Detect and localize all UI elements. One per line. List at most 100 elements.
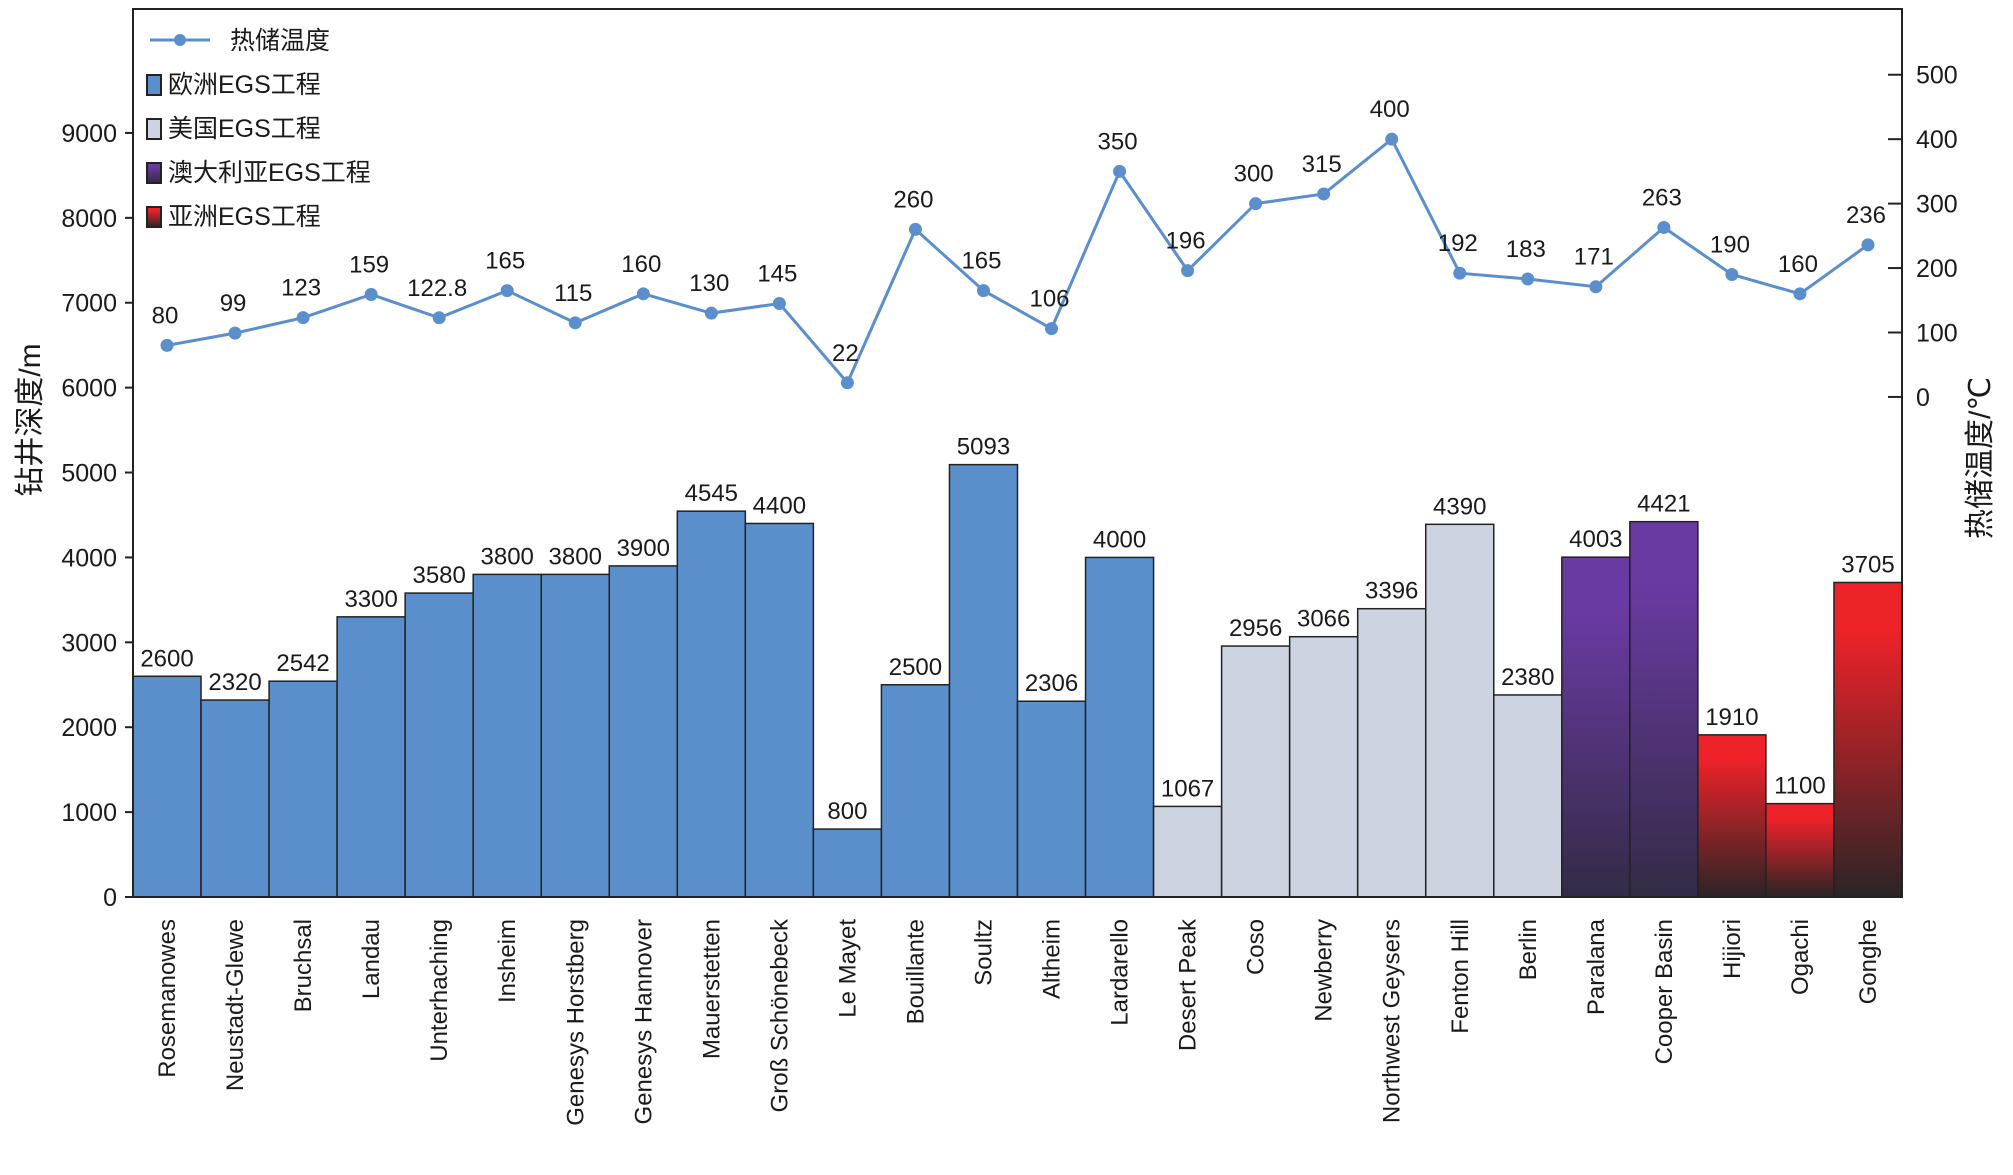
bar-value-label: 2380 xyxy=(1501,664,1554,691)
bar-rosemanowes xyxy=(132,675,202,898)
bar-le-mayet xyxy=(812,828,883,898)
x-tick-label: Mauerstetten xyxy=(698,919,725,1059)
bar-value-label: 2542 xyxy=(276,650,329,677)
temperature-point xyxy=(1793,287,1807,301)
bar-value-label: 2320 xyxy=(208,669,261,696)
temperature-point xyxy=(296,311,310,325)
temperature-point xyxy=(1317,187,1331,201)
temperature-value-label: 183 xyxy=(1506,236,1546,263)
temperature-point xyxy=(1385,132,1399,146)
bar-fenton-hill xyxy=(1424,523,1495,898)
bar-neustadt-glewe xyxy=(200,699,270,898)
temperature-point xyxy=(1453,266,1467,280)
y2-tick-label: 200 xyxy=(1916,255,1958,283)
temperature-value-label: 236 xyxy=(1846,202,1886,229)
y-axis-label: 钻井深度/m xyxy=(14,343,47,496)
temperature-point xyxy=(160,338,174,352)
bar-insheim xyxy=(472,573,542,898)
y2-tick-label: 100 xyxy=(1916,319,1958,347)
y-tick-label: 5000 xyxy=(61,460,117,488)
bar-value-label: 4400 xyxy=(753,492,806,519)
temperature-value-label: 99 xyxy=(220,290,247,317)
legend-swatch-australia xyxy=(146,162,162,184)
temperature-point xyxy=(1725,267,1739,281)
bar-value-label: 3396 xyxy=(1365,578,1418,605)
bar-value-label: 2956 xyxy=(1229,615,1282,642)
bar-coso xyxy=(1220,645,1291,898)
temperature-value-label: 400 xyxy=(1370,96,1410,123)
temperature-value-label: 160 xyxy=(1778,251,1818,278)
bar-value-label: 800 xyxy=(827,798,867,825)
temperature-value-label: 300 xyxy=(1234,161,1274,188)
temperature-point xyxy=(364,287,378,301)
temperature-point xyxy=(432,311,446,325)
x-tick-label: Altheim xyxy=(1039,919,1066,999)
y2-tick-label: 500 xyxy=(1916,62,1958,90)
bar-soultz xyxy=(948,463,1019,898)
bar-value-label: 4000 xyxy=(1093,526,1146,553)
x-tick-label: Newberry xyxy=(1311,919,1338,1022)
x-tick-label: Cooper Basin xyxy=(1651,919,1678,1064)
temperature-point xyxy=(908,222,922,236)
bar-gonghe xyxy=(1833,581,1903,898)
bar-paralana xyxy=(1561,556,1631,898)
bar-hijiori xyxy=(1697,734,1767,898)
temperature-polyline xyxy=(166,136,1869,386)
bar-berlin xyxy=(1493,694,1563,898)
bar-desert-peak xyxy=(1152,805,1223,898)
temperature-value-label: 171 xyxy=(1574,244,1614,271)
y2-tick-label: 0 xyxy=(1916,384,1930,412)
x-tick-label: Soultz xyxy=(970,919,997,986)
temperature-point xyxy=(976,284,990,298)
bars: 2600 2320 2542 3300 3580 3800 3800 3900 4545 4400… xyxy=(132,434,1903,898)
temperature-point xyxy=(1113,164,1127,178)
x-tick-label: Le Mayet xyxy=(834,919,861,1018)
plot-frame xyxy=(132,8,1903,898)
bar-value-label: 2500 xyxy=(889,654,942,681)
bar-value-label: 1910 xyxy=(1705,704,1758,731)
x-tick-label: Hijiori xyxy=(1719,919,1746,979)
temperature-value-label: 260 xyxy=(893,186,933,213)
temperature-line: 80 99 123 159 122.8 165 115 160 130 145 22 260 165 10… xyxy=(152,96,1886,390)
x-tick-label: Desert Peak xyxy=(1175,918,1202,1051)
axes: Rosemanowes Neustadt-Glewe Bruchsal Landau U… xyxy=(61,62,1957,1126)
legend-label: 热储温度 xyxy=(230,27,330,55)
x-tick-label: Genesys Horstberg xyxy=(562,919,589,1126)
temperature-value-label: 315 xyxy=(1302,151,1342,178)
y2-tick-label: 400 xyxy=(1916,126,1958,154)
temperature-point xyxy=(840,376,854,390)
temperature-point xyxy=(1045,322,1059,336)
x-tick-label: Bruchsal xyxy=(290,919,317,1012)
temperature-value-label: 165 xyxy=(485,248,525,275)
bar-bouillante xyxy=(880,684,951,898)
temperature-value-label: 145 xyxy=(757,260,797,287)
x-tick-label: Lardarello xyxy=(1107,919,1134,1026)
bar-value-label: 4003 xyxy=(1569,526,1622,553)
bar-lardarello xyxy=(1084,556,1155,898)
x-tick-label: Coso xyxy=(1243,919,1270,975)
bar-bruchsal xyxy=(268,680,338,898)
legend-swatch-asia xyxy=(146,206,162,228)
x-tick-label: Genesys Hannover xyxy=(630,919,657,1124)
temperature-value-label: 122.8 xyxy=(407,275,467,302)
bar-value-label: 3900 xyxy=(617,535,670,562)
bar-value-label: 5093 xyxy=(957,434,1010,461)
bar-value-label: 3066 xyxy=(1297,606,1350,633)
temperature-value-label: 165 xyxy=(961,248,1001,275)
x-tick-label: Neustadt-Glewe xyxy=(222,919,249,1091)
bar-altheim xyxy=(1016,700,1087,898)
x-tick-label: Groß Schönebeck xyxy=(766,918,793,1112)
x-tick-label: Landau xyxy=(358,919,385,999)
legend-swatch-europe xyxy=(146,74,162,96)
legend-label: 澳大利亚EGS工程 xyxy=(168,159,371,187)
temperature-point xyxy=(500,284,514,298)
bar-cooper-basin xyxy=(1629,520,1699,898)
bar-value-label: 3800 xyxy=(481,543,534,570)
bar-mauerstetten xyxy=(676,510,747,898)
temperature-value-label: 263 xyxy=(1642,184,1682,211)
bar-value-label: 4545 xyxy=(685,480,738,507)
x-tick-label: Rosemanowes xyxy=(154,919,181,1078)
y-tick-label: 6000 xyxy=(61,375,117,403)
x-tick-label: Ogachi xyxy=(1787,919,1814,995)
bar-value-label: 2306 xyxy=(1025,670,1078,697)
